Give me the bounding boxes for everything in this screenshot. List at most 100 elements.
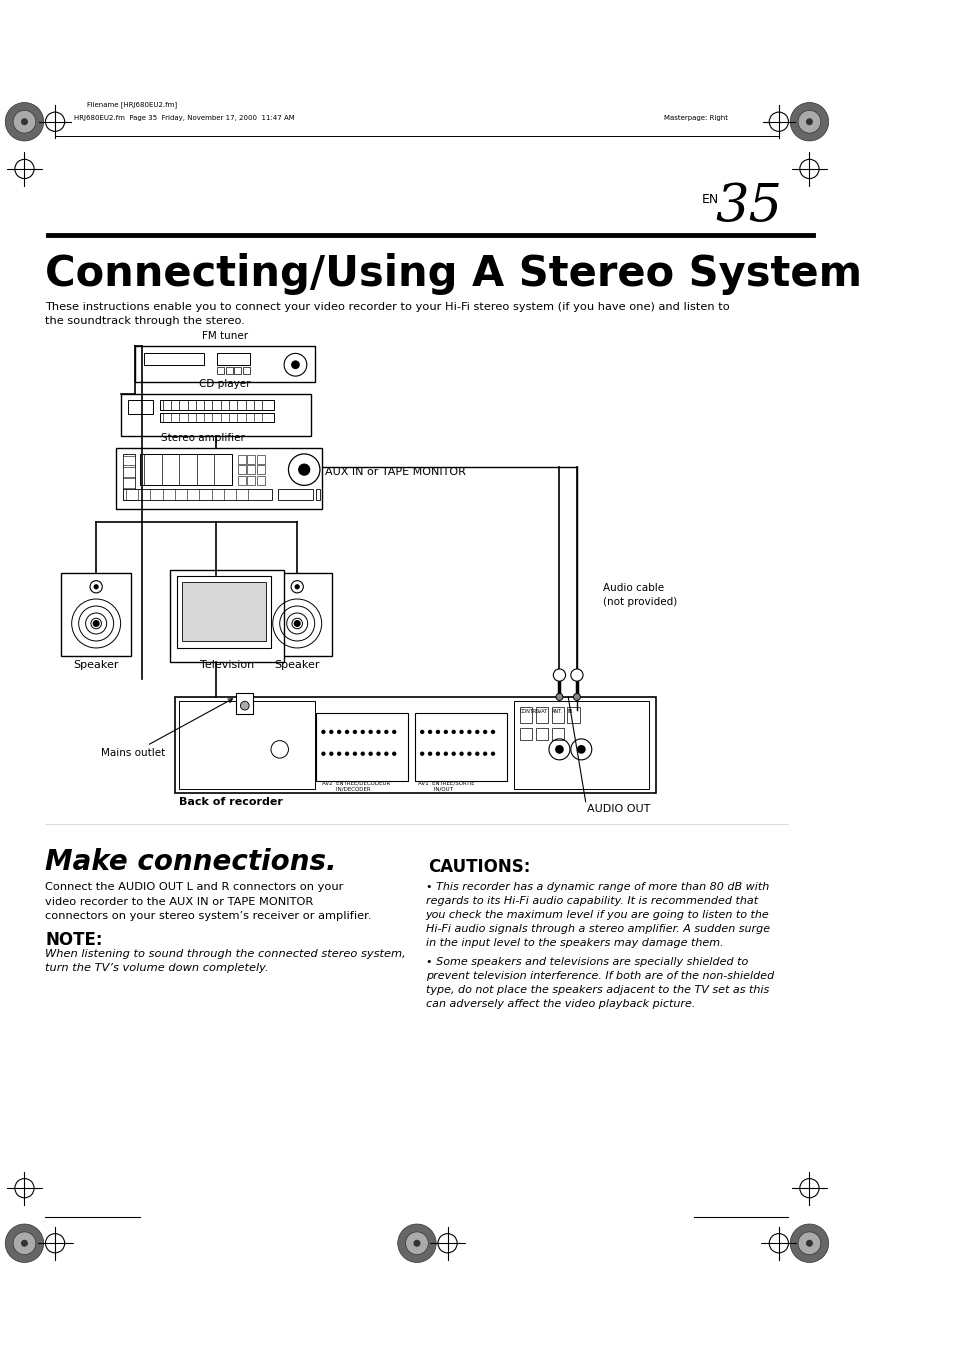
- Bar: [536, 708, 548, 723]
- Bar: [176, 577, 271, 648]
- Text: Filename [HRJ680EU2.fm]: Filename [HRJ680EU2.fm]: [88, 101, 177, 108]
- Bar: [123, 490, 134, 500]
- Circle shape: [336, 751, 341, 757]
- Circle shape: [443, 730, 448, 734]
- Circle shape: [482, 730, 487, 734]
- Text: IN/OUT: IN/OUT: [417, 786, 453, 792]
- Bar: [144, 353, 203, 365]
- Circle shape: [397, 1224, 436, 1262]
- Bar: [536, 727, 548, 740]
- Circle shape: [451, 751, 456, 757]
- Circle shape: [329, 751, 334, 757]
- Circle shape: [573, 693, 579, 700]
- Circle shape: [490, 730, 495, 734]
- Circle shape: [5, 1224, 44, 1262]
- Circle shape: [392, 730, 396, 734]
- Circle shape: [436, 730, 439, 734]
- Bar: [237, 465, 245, 474]
- Bar: [123, 478, 134, 488]
- Bar: [120, 393, 311, 435]
- Text: HRJ680EU2.fm  Page 35  Friday, November 17, 2000  11:47 AM: HRJ680EU2.fm Page 35 Friday, November 17…: [74, 115, 294, 120]
- Circle shape: [92, 620, 99, 627]
- Circle shape: [321, 751, 325, 757]
- Circle shape: [459, 730, 463, 734]
- Circle shape: [368, 730, 373, 734]
- Text: Television: Television: [200, 661, 254, 670]
- Bar: [171, 570, 284, 662]
- Circle shape: [368, 751, 373, 757]
- Circle shape: [475, 751, 479, 757]
- Text: AUX IN or TAPE MONITOR: AUX IN or TAPE MONITOR: [325, 467, 466, 477]
- Circle shape: [553, 669, 565, 681]
- Bar: [179, 701, 314, 789]
- Bar: [277, 489, 313, 500]
- Circle shape: [375, 751, 380, 757]
- Text: SVAT: SVAT: [536, 709, 548, 715]
- Bar: [160, 413, 274, 422]
- Bar: [243, 367, 250, 374]
- Bar: [216, 353, 250, 365]
- Circle shape: [555, 744, 563, 754]
- Circle shape: [490, 751, 495, 757]
- Bar: [519, 727, 532, 740]
- Bar: [256, 465, 265, 474]
- Bar: [567, 708, 578, 723]
- Bar: [551, 708, 563, 723]
- Bar: [116, 447, 321, 509]
- Circle shape: [556, 693, 562, 700]
- Circle shape: [336, 730, 341, 734]
- Bar: [123, 454, 134, 500]
- Bar: [182, 581, 266, 640]
- Text: Back of recorder: Back of recorder: [179, 797, 283, 807]
- Circle shape: [284, 354, 307, 376]
- Circle shape: [384, 730, 388, 734]
- Text: Mains outlet: Mains outlet: [100, 698, 233, 758]
- Circle shape: [344, 751, 349, 757]
- Circle shape: [13, 111, 36, 134]
- Circle shape: [798, 111, 820, 134]
- Bar: [140, 454, 232, 485]
- Circle shape: [392, 751, 396, 757]
- Bar: [123, 467, 134, 477]
- Bar: [262, 573, 332, 655]
- Circle shape: [375, 730, 380, 734]
- Circle shape: [93, 584, 99, 589]
- Text: CAUTIONS:: CAUTIONS:: [428, 858, 530, 875]
- Bar: [247, 476, 255, 485]
- Circle shape: [5, 103, 44, 141]
- Bar: [247, 455, 255, 463]
- Text: Connect the AUDIO OUT L and R connectors on your
video recorder to the AUX IN or: Connect the AUDIO OUT L and R connectors…: [46, 882, 372, 921]
- Bar: [237, 476, 245, 485]
- Bar: [247, 465, 255, 474]
- Circle shape: [21, 119, 28, 126]
- Circle shape: [467, 730, 471, 734]
- Text: IN/DECODER: IN/DECODER: [321, 786, 370, 792]
- Circle shape: [294, 620, 300, 627]
- Bar: [519, 708, 532, 723]
- Text: • This recorder has a dynamic range of more than 80 dB with
regards to its Hi-Fi: • This recorder has a dynamic range of m…: [425, 882, 769, 948]
- Circle shape: [329, 730, 334, 734]
- Text: • Some speakers and televisions are specially shielded to
prevent television int: • Some speakers and televisions are spec…: [425, 958, 773, 1009]
- Circle shape: [353, 751, 356, 757]
- Bar: [234, 367, 241, 374]
- Bar: [237, 455, 245, 463]
- Text: AUDIO OUT: AUDIO OUT: [587, 804, 650, 813]
- Text: When listening to sound through the connected stereo system,
turn the TV’s volum: When listening to sound through the conn…: [46, 948, 406, 973]
- Text: CONTR: CONTR: [519, 709, 537, 715]
- Circle shape: [805, 1240, 812, 1247]
- Circle shape: [482, 751, 487, 757]
- Circle shape: [467, 751, 471, 757]
- Text: Stereo amplifier: Stereo amplifier: [161, 434, 245, 443]
- Text: ANT.: ANT.: [551, 709, 562, 715]
- Circle shape: [798, 1232, 820, 1255]
- Text: 35: 35: [715, 181, 781, 232]
- Text: AV2  ENTREE/DECODEUR: AV2 ENTREE/DECODEUR: [321, 781, 390, 786]
- Bar: [235, 693, 253, 715]
- Bar: [225, 367, 233, 374]
- Bar: [415, 712, 506, 781]
- Bar: [123, 489, 272, 500]
- Circle shape: [294, 584, 299, 589]
- Text: Audio cable
(not provided): Audio cable (not provided): [602, 584, 677, 608]
- Circle shape: [288, 454, 319, 485]
- Circle shape: [805, 119, 812, 126]
